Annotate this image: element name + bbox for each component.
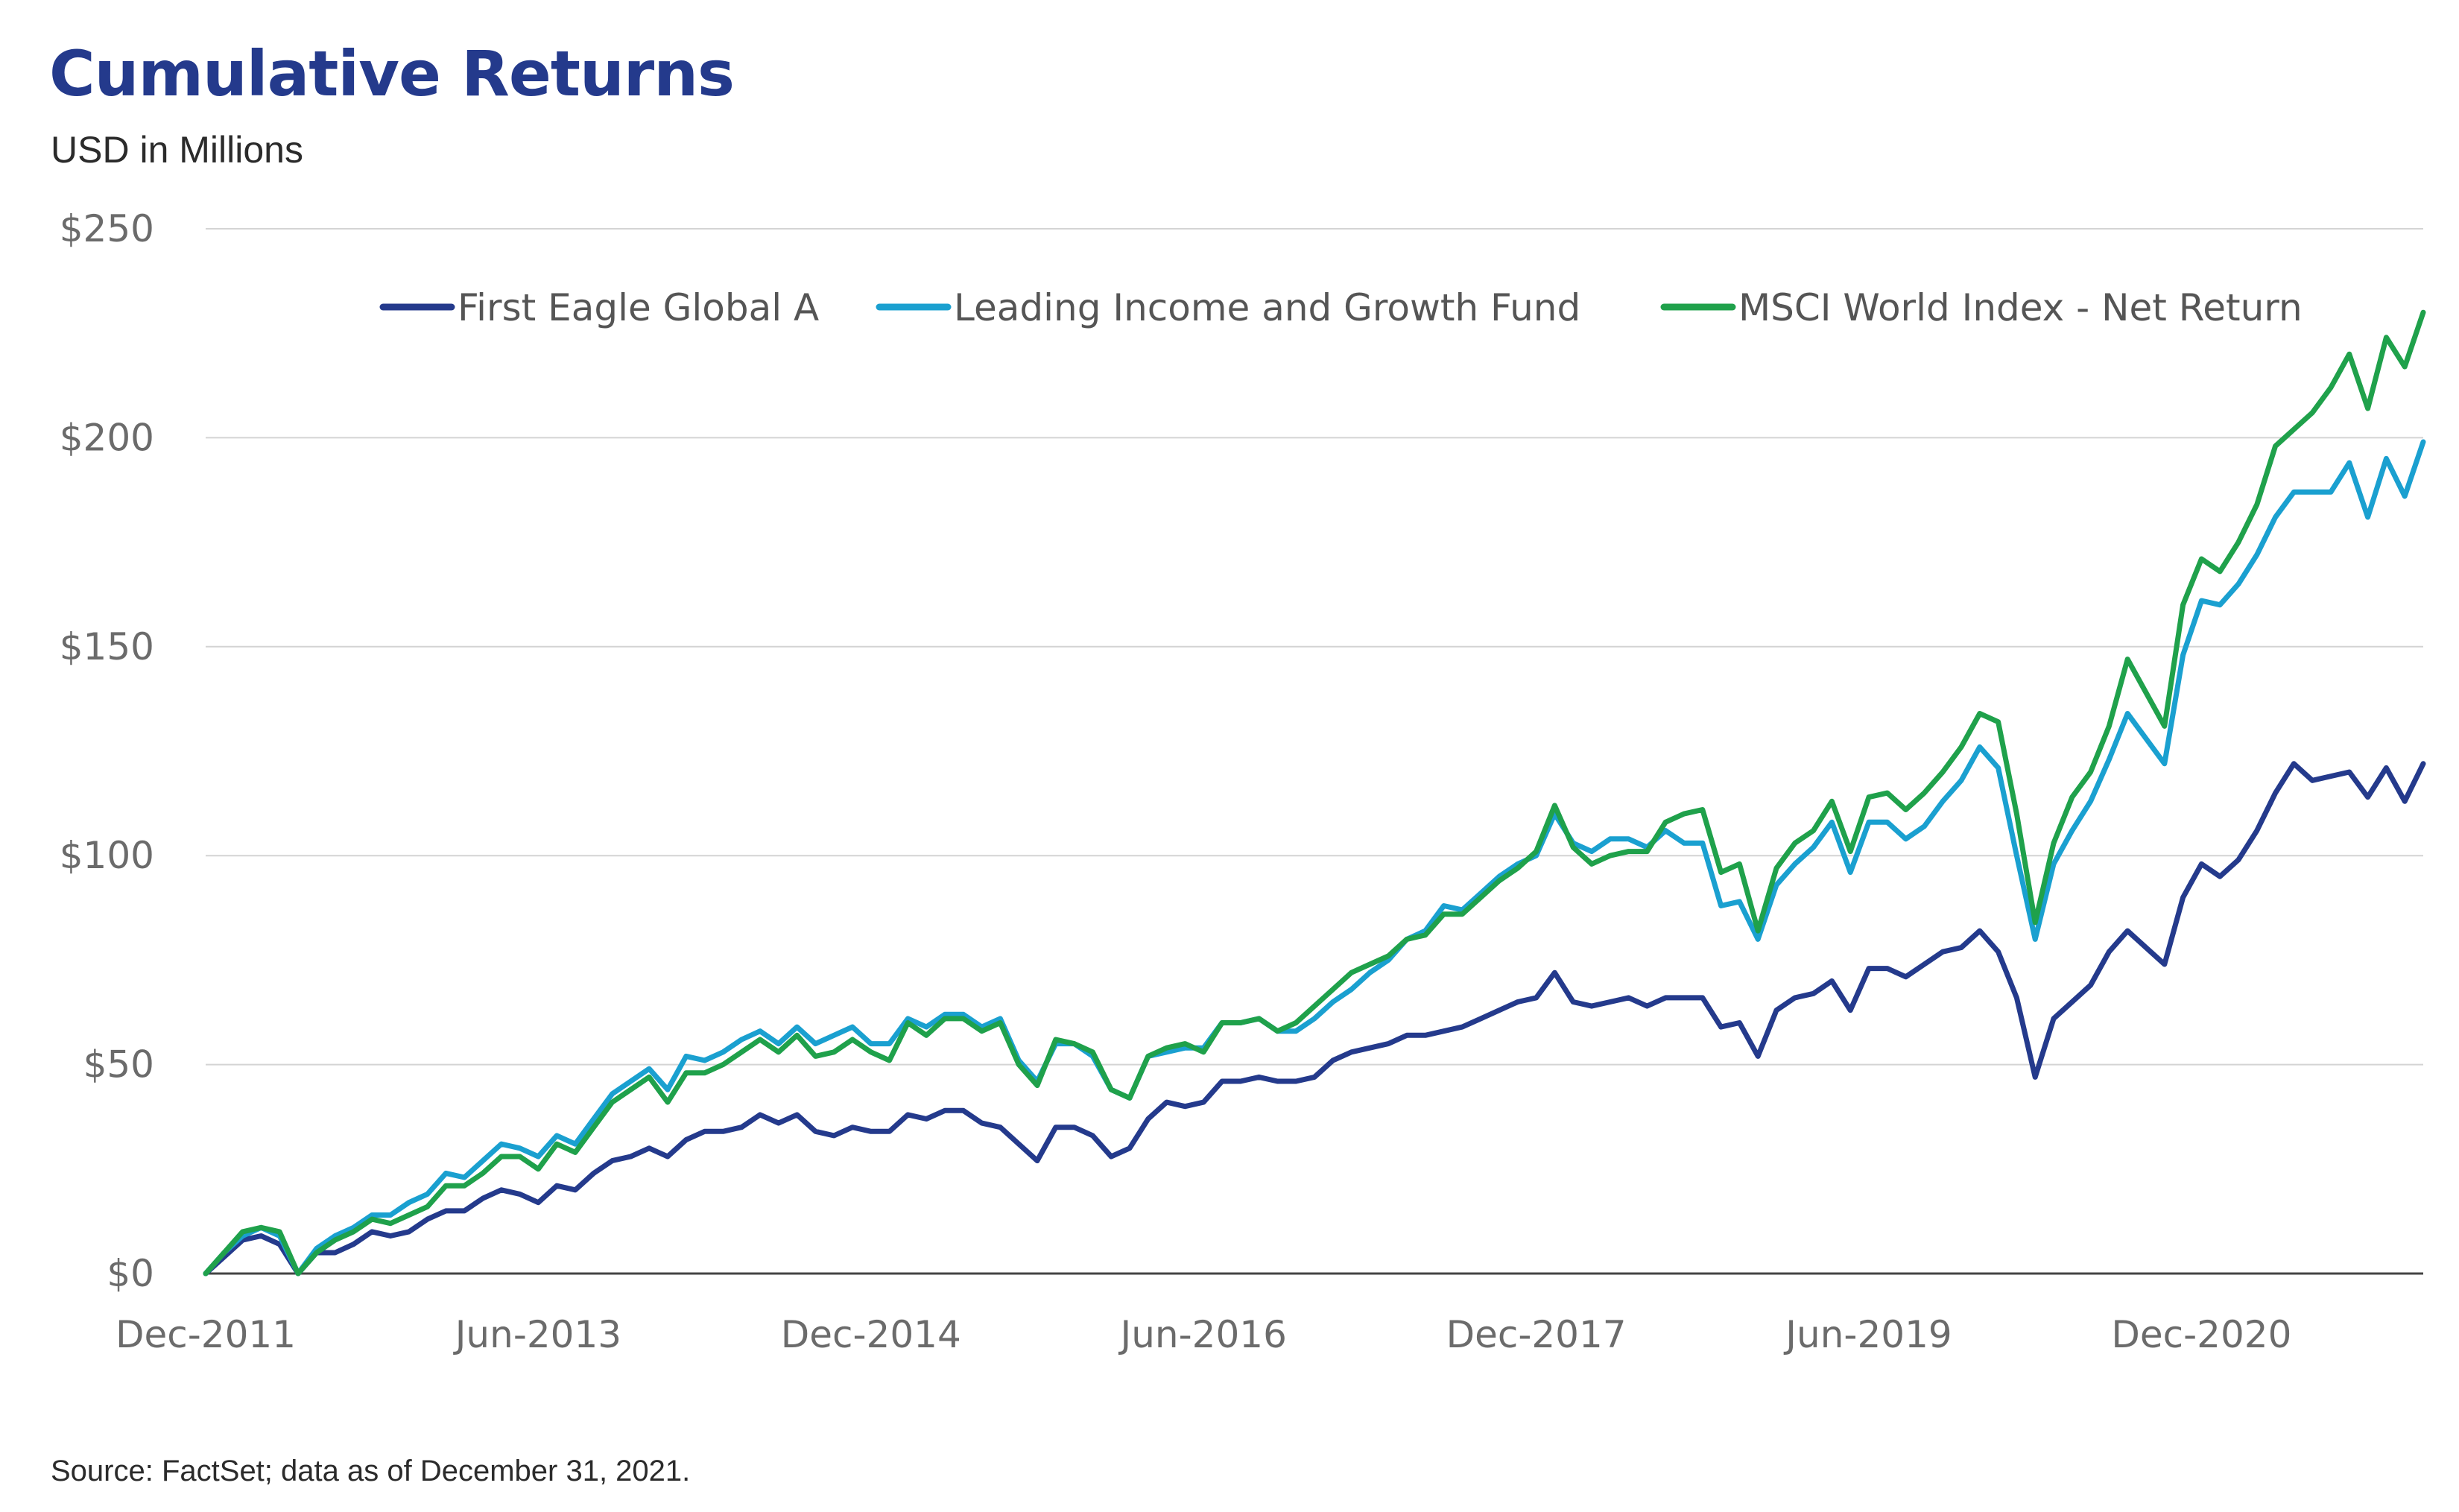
y-tick-label: $250 <box>60 207 154 250</box>
legend: First Eagle Global A Leading Income and G… <box>379 286 2303 329</box>
legend-label: Leading Income and Growth Fund <box>954 286 1580 329</box>
y-tick-label: $50 <box>83 1043 154 1086</box>
y-tick-label: $150 <box>60 625 154 668</box>
x-tick-label: Dec-2014 <box>781 1313 961 1356</box>
x-tick-label: Jun-2013 <box>453 1313 621 1356</box>
series-line-1 <box>203 761 2426 1277</box>
series-lines <box>203 309 2426 1277</box>
series-line-3 <box>203 309 2426 1277</box>
x-tick-label: Jun-2016 <box>1118 1313 1286 1356</box>
legend-label: First Eagle Global A <box>458 286 819 329</box>
y-tick-label: $0 <box>107 1252 154 1295</box>
chart-subtitle: USD in Millions <box>51 129 303 171</box>
y-tick-label: $100 <box>60 834 154 877</box>
x-axis-ticks: Dec-2011 Jun-2013 Dec-2014 Jun-2016 Dec-2017… <box>115 1313 2291 1356</box>
grid-lines <box>206 228 2423 1275</box>
y-tick-label: $200 <box>60 416 154 459</box>
series-line-2 <box>203 439 2426 1277</box>
chart-title: Cumulative Returns <box>49 37 735 110</box>
x-tick-label: Jun-2019 <box>1783 1313 1952 1356</box>
y-axis-ticks: $0 $50 $100 $150 $200 $250 <box>60 207 154 1295</box>
source-note: Source: FactSet; data as of December 31,… <box>51 1455 691 1487</box>
x-tick-label: Dec-2011 <box>115 1313 296 1356</box>
x-tick-label: Dec-2017 <box>1446 1313 1627 1356</box>
legend-label: MSCI World Index - Net Return <box>1738 286 2303 329</box>
x-tick-label: Dec-2020 <box>2111 1313 2291 1356</box>
